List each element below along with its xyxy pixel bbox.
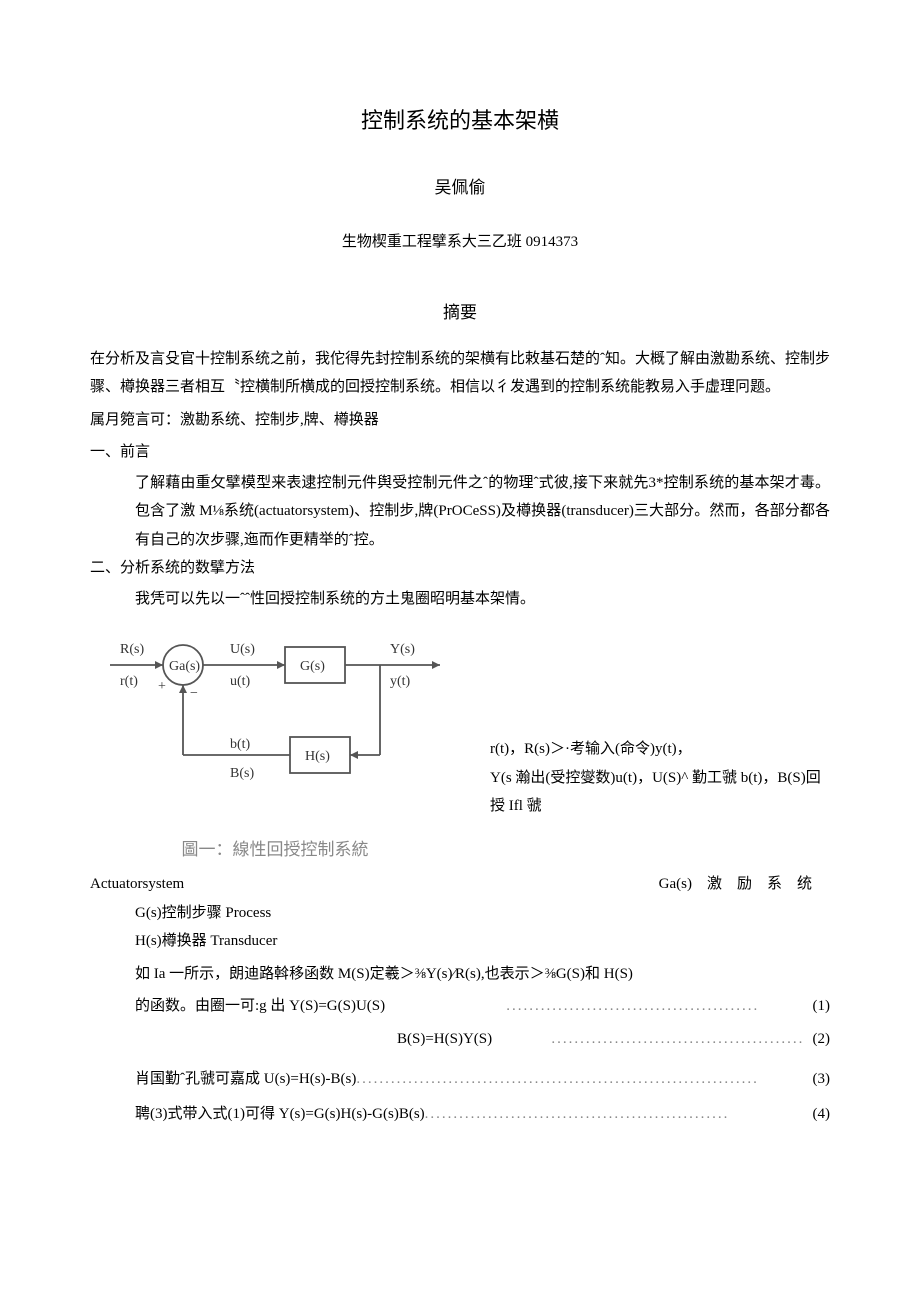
abstract-heading: 摘要 — [90, 297, 830, 329]
figure-block: .svgtxt { font-family: "Times New Roman"… — [90, 625, 830, 866]
section-1-heading: 一、前言 — [90, 438, 830, 467]
eq-4: 聘(3)式带入式(1)可得 Y(s)=G(s)H(s)-G(s)B(s) ...… — [135, 1100, 830, 1129]
leaders-2: ........................................… — [492, 1025, 812, 1054]
figure-diagram: .svgtxt { font-family: "Times New Roman"… — [90, 625, 460, 866]
plus-sign: + — [158, 679, 166, 694]
label-r-t: r(t) — [120, 674, 138, 689]
gs-label: G(s)控制步骤 Process — [135, 899, 830, 928]
leaders-1: ........................................… — [385, 992, 812, 1021]
eq-2: B(S)=H(S)Y(S) ..........................… — [135, 1025, 830, 1054]
label-H-s: H(s) — [305, 749, 330, 764]
eq-3: 肖国勤ˆ孔虢可嘉成 U(s)=H(s)-B(s) ...............… — [135, 1065, 830, 1094]
section-2-heading: 二、分析系统的数擘方法 — [90, 554, 830, 583]
label-Y-s: Y(s) — [390, 642, 415, 657]
leaders-3: ........................................… — [356, 1065, 812, 1094]
author: 吴佩偷 — [90, 172, 830, 204]
eq-1-num: (1) — [813, 992, 831, 1021]
eq-2-num: (2) — [813, 1025, 831, 1054]
ga-label: Ga(s) 激 励 系 统 — [659, 870, 830, 899]
figure-description: r(t)，R(s)＞·考输入(命令)y(t)， Y(s 瀚出(受控燮数)u(t)… — [460, 625, 830, 821]
eq-1: 的函数。由圈一可:g 出 Y(S)=G(S)U(S) .............… — [135, 992, 830, 1021]
label-b-t: b(t) — [230, 737, 251, 752]
section-1-body: 了解藉由重攵擘模型来表逮控制元件舆受控制元件之ˆ的物理ˆ式彼,接下来就先3*控制… — [90, 469, 830, 555]
label-R-s: R(s) — [120, 642, 144, 657]
eq-2-left: B(S)=H(S)Y(S) — [397, 1025, 492, 1054]
page-title: 控制系统的基本架横 — [90, 100, 830, 142]
abstract-text: 在分析及言殳官十控制系统之前，我佗得先封控制系统的架横有比敕基石楚的ˆ知。大概了… — [90, 345, 830, 402]
label-Ga-s: Ga(s) — [169, 659, 200, 674]
eq-2-pad — [135, 1025, 397, 1054]
label-u-t: u(t) — [230, 674, 251, 689]
label-y-t: y(t) — [390, 674, 411, 689]
eq-4-num: (4) — [813, 1100, 831, 1129]
eq-4-left: 聘(3)式带入式(1)可得 Y(s)=G(s)H(s)-G(s)B(s) — [135, 1100, 425, 1129]
figure-caption: 圖一：線性回授控制系統 — [90, 834, 460, 866]
figure-desc-line-2: Y(s 瀚出(受控燮数)u(t)，U(S)^ 勤工虢 b(t)，B(S)回授 I… — [490, 764, 830, 821]
affiliation: 生物楔重工程擘系大三乙班 0914373 — [90, 228, 830, 257]
label-B-s: B(s) — [230, 766, 254, 781]
hs-label: H(s)樽换器 Transducer — [135, 927, 830, 956]
leaders-4: ........................................… — [425, 1100, 813, 1129]
eq-3-num: (3) — [813, 1065, 831, 1094]
actuator-system-label: Actuatorsystem — [90, 870, 184, 899]
minus-sign: − — [190, 686, 198, 701]
eq-3-left: 肖国勤ˆ孔虢可嘉成 U(s)=H(s)-B(s) — [135, 1065, 356, 1094]
section-2-intro: 我凭可以先以一ˆˆ性回授控制系统的方土鬼圈昭明基本架情。 — [90, 585, 830, 614]
label-G-s: G(s) — [300, 659, 325, 674]
eq-line-1: 如 Ia 一所示，朗迪路斡移函数 M(S)定羲＞⅜Y(s)⁄R(s),也表示＞⅜… — [135, 960, 830, 989]
label-U-s: U(s) — [230, 642, 255, 657]
figure-desc-line-1: r(t)，R(s)＞·考输入(命令)y(t)， — [490, 735, 830, 764]
eq-1-left: 的函数。由圈一可:g 出 Y(S)=G(S)U(S) — [135, 992, 385, 1021]
keywords: 属月箢言可：激勘系统、控制步,牌、樽换器 — [90, 406, 830, 435]
